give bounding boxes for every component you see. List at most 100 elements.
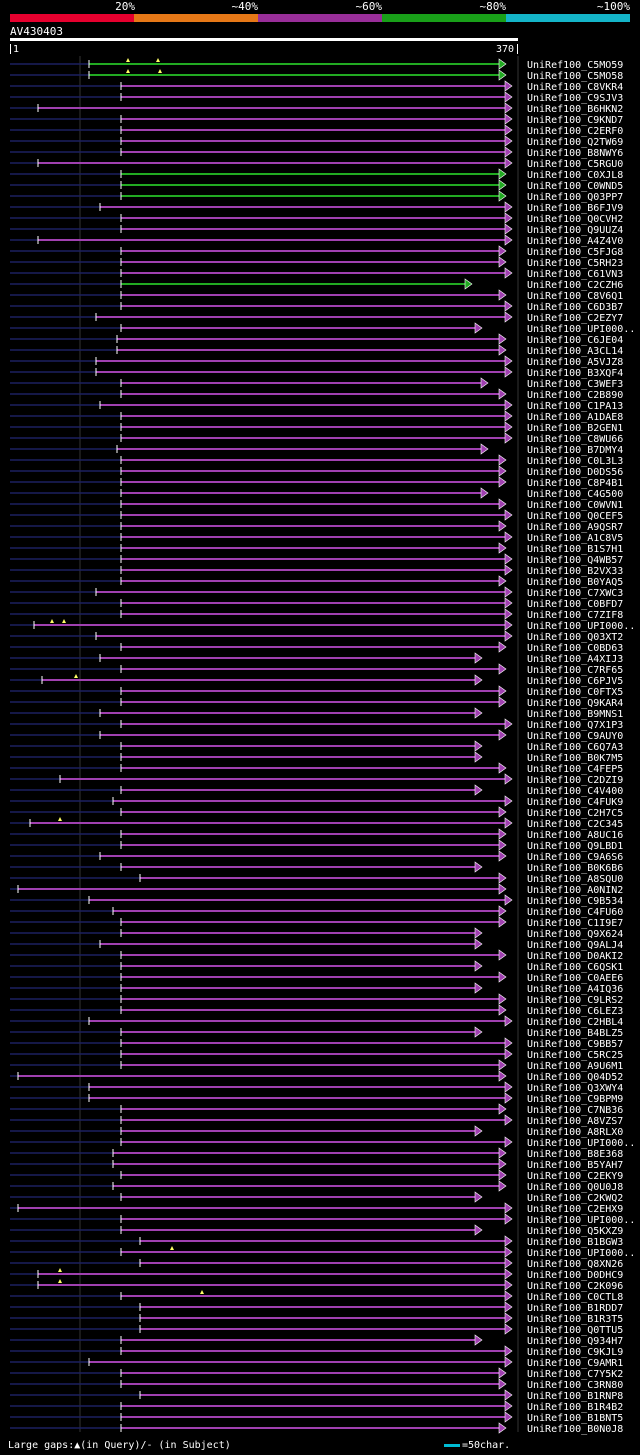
hit-name[interactable]: UniRef100_A8UC16 <box>527 830 623 841</box>
hit-name[interactable]: UniRef100_C2DZI9 <box>527 775 623 786</box>
hit-name[interactable]: UniRef100_A3CL14 <box>527 346 623 357</box>
hit-row[interactable]: UniRef100_UPI000.. <box>10 1213 635 1226</box>
hit-row[interactable]: UniRef100_C5RGU0 <box>10 157 623 170</box>
hit-row[interactable]: UniRef100_C7RF65 <box>10 663 623 676</box>
hit-name[interactable]: UniRef100_C2K096 <box>527 1281 623 1292</box>
hit-name[interactable]: UniRef100_C3WEF3 <box>527 379 623 390</box>
hit-name[interactable]: UniRef100_UPI000.. <box>527 1248 635 1259</box>
hit-name[interactable]: UniRef100_B2GEN1 <box>527 423 623 434</box>
hit-row[interactable]: UniRef100_C2K096 <box>10 1279 623 1292</box>
hit-row[interactable]: UniRef100_C5FJG8 <box>10 245 623 258</box>
hit-name[interactable]: UniRef100_C8P4B1 <box>527 478 623 489</box>
hit-row[interactable]: UniRef100_Q934H7 <box>10 1334 623 1347</box>
hit-name[interactable]: UniRef100_C2EKY9 <box>527 1171 623 1182</box>
hit-name[interactable]: UniRef100_A4Z4V0 <box>527 236 623 247</box>
hit-name[interactable]: UniRef100_C9SJV3 <box>527 93 623 104</box>
hit-name[interactable]: UniRef100_C2CZH6 <box>527 280 623 291</box>
hit-name[interactable]: UniRef100_C2KWQ2 <box>527 1193 623 1204</box>
hit-row[interactable]: UniRef100_C8WU66 <box>10 432 623 445</box>
hit-name[interactable]: UniRef100_B1RDD7 <box>527 1303 623 1314</box>
hit-row[interactable]: UniRef100_C5RH23 <box>10 256 623 269</box>
hit-name[interactable]: UniRef100_Q4WB57 <box>527 555 623 566</box>
hit-name[interactable]: UniRef100_C6QSK1 <box>527 962 623 973</box>
hit-name[interactable]: UniRef100_C4V400 <box>527 786 623 797</box>
hit-row[interactable]: UniRef100_Q7X1P3 <box>10 718 623 731</box>
hit-row[interactable]: UniRef100_A4XIJ3 <box>10 652 623 665</box>
hit-row[interactable]: UniRef100_C6QSK1 <box>10 960 623 973</box>
hit-name[interactable]: UniRef100_C9KND7 <box>527 115 623 126</box>
hit-row[interactable]: UniRef100_Q0CEF5 <box>10 509 623 522</box>
hit-row[interactable]: UniRef100_B1RDD7 <box>10 1301 623 1314</box>
hit-name[interactable]: UniRef100_UPI000.. <box>527 1138 635 1149</box>
hit-row[interactable]: UniRef100_A5VJZ8 <box>10 355 623 368</box>
hit-name[interactable]: UniRef100_A9U6M1 <box>527 1061 623 1072</box>
hit-row[interactable]: UniRef100_C7XWC3 <box>10 586 623 599</box>
hit-name[interactable]: UniRef100_B9MNS1 <box>527 709 623 720</box>
hit-name[interactable]: UniRef100_C6Q7A3 <box>527 742 623 753</box>
hit-row[interactable]: UniRef100_B2VX33 <box>10 564 623 577</box>
hit-name[interactable]: UniRef100_C4G500 <box>527 489 623 500</box>
hit-name[interactable]: UniRef100_D0DHC9 <box>527 1270 623 1281</box>
hit-name[interactable]: UniRef100_Q9ALJ4 <box>527 940 623 951</box>
hit-row[interactable]: UniRef100_B4BLZ5 <box>10 1026 623 1039</box>
hit-name[interactable]: UniRef100_C0BFD7 <box>527 599 623 610</box>
hit-row[interactable]: UniRef100_Q5KXZ9 <box>10 1224 623 1237</box>
hit-row[interactable]: UniRef100_Q8XN26 <box>10 1257 623 1270</box>
hit-name[interactable]: UniRef100_B7DMY4 <box>527 445 623 456</box>
hit-name[interactable]: UniRef100_C2EZY7 <box>527 313 623 324</box>
hit-row[interactable]: UniRef100_Q9LBD1 <box>10 839 623 852</box>
hit-row[interactable]: UniRef100_C4FU60 <box>10 905 623 918</box>
hit-name[interactable]: UniRef100_C0XJL8 <box>527 170 623 181</box>
hit-row[interactable]: UniRef100_Q2TW69 <box>10 135 623 148</box>
hit-row[interactable]: UniRef100_C2DZI9 <box>10 773 623 786</box>
hit-row[interactable]: UniRef100_Q0U0J8 <box>10 1180 623 1193</box>
hit-row[interactable]: UniRef100_C2KWQ2 <box>10 1191 623 1204</box>
hit-row[interactable]: UniRef100_C7ZIF8 <box>10 608 623 621</box>
hit-name[interactable]: UniRef100_B1R4B2 <box>527 1402 623 1413</box>
hit-row[interactable]: UniRef100_C4FUK9 <box>10 795 623 808</box>
hit-row[interactable]: UniRef100_B8NWY6 <box>10 146 623 159</box>
hit-name[interactable]: UniRef100_A8RLX0 <box>527 1127 623 1138</box>
hit-row[interactable]: UniRef100_A8SQU0 <box>10 872 623 885</box>
hit-row[interactable]: UniRef100_C5MO59 <box>10 58 623 71</box>
hit-row[interactable]: UniRef100_Q9ALJ4 <box>10 938 623 951</box>
hit-row[interactable]: UniRef100_C2EHX9 <box>10 1202 623 1215</box>
hit-name[interactable]: UniRef100_C1I9E7 <box>527 918 623 929</box>
hit-row[interactable]: UniRef100_UPI000.. <box>10 1246 635 1259</box>
hit-name[interactable]: UniRef100_B1BNT5 <box>527 1413 623 1424</box>
hit-row[interactable]: UniRef100_A0NIN2 <box>10 883 623 896</box>
hit-row[interactable]: UniRef100_A9QSR7 <box>10 520 623 533</box>
hit-name[interactable]: UniRef100_C7XWC3 <box>527 588 623 599</box>
hit-name[interactable]: UniRef100_C8VKR4 <box>527 82 623 93</box>
hit-row[interactable]: UniRef100_D0AKI2 <box>10 949 623 962</box>
hit-name[interactable]: UniRef100_A5VJZ8 <box>527 357 623 368</box>
hit-name[interactable]: UniRef100_B5YAH7 <box>527 1160 623 1171</box>
hit-row[interactable]: UniRef100_A9U6M1 <box>10 1059 623 1072</box>
hit-row[interactable]: UniRef100_C7Y5K2 <box>10 1367 623 1380</box>
hit-row[interactable]: UniRef100_C1PA13 <box>10 399 623 412</box>
hit-row[interactable]: UniRef100_C2EKY9 <box>10 1169 623 1182</box>
hit-name[interactable]: UniRef100_C9BB57 <box>527 1039 623 1050</box>
hit-row[interactable]: UniRef100_A8UC16 <box>10 828 623 841</box>
hit-row[interactable]: UniRef100_C9KJL9 <box>10 1345 623 1358</box>
hit-name[interactable]: UniRef100_A0NIN2 <box>527 885 623 896</box>
hit-row[interactable]: UniRef100_A8VZS7 <box>10 1114 623 1127</box>
hit-row[interactable]: UniRef100_C8VKR4 <box>10 80 623 93</box>
hit-name[interactable]: UniRef100_C3RN80 <box>527 1380 623 1391</box>
hit-row[interactable]: UniRef100_B1BNT5 <box>10 1411 623 1424</box>
hit-name[interactable]: UniRef100_C8V6Q1 <box>527 291 623 302</box>
hit-name[interactable]: UniRef100_C6PJV5 <box>527 676 623 687</box>
hit-name[interactable]: UniRef100_C2ERF0 <box>527 126 623 137</box>
hit-row[interactable]: UniRef100_A3CL14 <box>10 344 623 357</box>
hit-row[interactable]: UniRef100_C3WEF3 <box>10 377 623 390</box>
hit-row[interactable]: UniRef100_C9A6S6 <box>10 850 623 863</box>
hit-row[interactable]: UniRef100_C2ERF0 <box>10 124 623 137</box>
hit-row[interactable]: UniRef100_A4Z4V0 <box>10 234 623 247</box>
hit-row[interactable]: UniRef100_B9MNS1 <box>10 707 623 720</box>
hit-name[interactable]: UniRef100_C0WVN1 <box>527 500 623 511</box>
hit-name[interactable]: UniRef100_C0L3L3 <box>527 456 623 467</box>
hit-row[interactable]: UniRef100_B6FJV9 <box>10 201 623 214</box>
hit-row[interactable]: UniRef100_B8E368 <box>10 1147 623 1160</box>
hit-name[interactable]: UniRef100_Q9LBD1 <box>527 841 623 852</box>
hit-name[interactable]: UniRef100_C6LEZ3 <box>527 1006 623 1017</box>
